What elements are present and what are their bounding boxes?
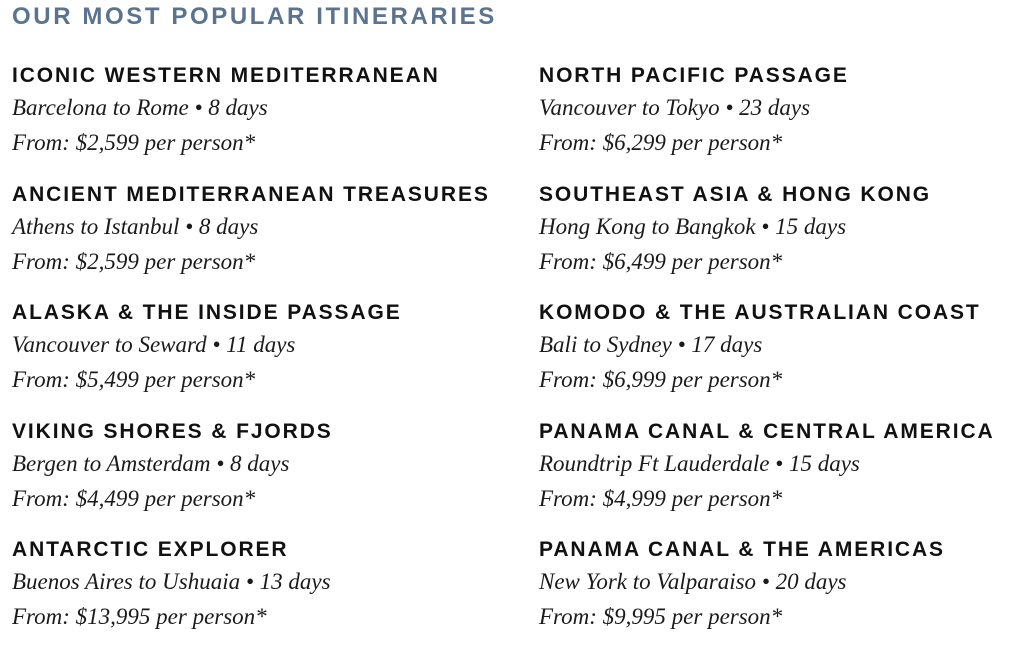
page-title: OUR MOST POPULAR ITINERARIES xyxy=(12,3,497,30)
itinerary-route: New York to Valparaiso • 20 days xyxy=(539,569,847,594)
itinerary-item: ALASKA & THE INSIDE PASSAGE Vancouver to … xyxy=(12,299,512,418)
itinerary-route: Bergen to Amsterdam • 8 days xyxy=(12,450,290,476)
itinerary-route: Athens to Istanbul • 8 days xyxy=(12,213,259,239)
itinerary-route: Buenos Aires to Ushuaia • 13 days xyxy=(12,569,331,594)
itinerary-item: SOUTHEAST ASIA & HONG KONG Hong Kong to B… xyxy=(539,181,1030,300)
itinerary-route: Roundtrip Ft Lauderdale • 15 days xyxy=(539,450,860,476)
itinerary-name: SOUTHEAST ASIA & HONG KONG xyxy=(539,182,932,206)
itinerary-item: NORTH PACIFIC PASSAGE Vancouver to Tokyo … xyxy=(539,62,1030,181)
itinerary-item: VIKING SHORES & FJORDS Bergen to Amsterda… xyxy=(12,418,512,537)
itinerary-name: PANAMA CANAL & THE AMERICAS xyxy=(539,538,945,561)
itinerary-price: From: $6,499 per person* xyxy=(539,248,783,274)
itinerary-name: VIKING SHORES & FJORDS xyxy=(12,419,333,443)
itinerary-item: ANCIENT MEDITERRANEAN TREASURES Athens to… xyxy=(12,181,512,300)
itinerary-item: ANTARCTIC EXPLORER Buenos Aires to Ushuai… xyxy=(12,536,512,655)
itinerary-item: PANAMA CANAL & THE AMERICAS New York to V… xyxy=(539,536,1030,655)
itinerary-column-right: NORTH PACIFIC PASSAGE Vancouver to Tokyo … xyxy=(539,62,1030,655)
itinerary-item: KOMODO & THE AUSTRALIAN COAST Bali to Syd… xyxy=(539,299,1030,418)
itinerary-price: From: $5,499 per person* xyxy=(12,367,256,392)
itinerary-item: PANAMA CANAL & CENTRAL AMERICA Roundtrip … xyxy=(539,418,1030,537)
itinerary-price: From: $2,599 per person* xyxy=(12,248,256,274)
itinerary-name: ALASKA & THE INSIDE PASSAGE xyxy=(12,301,402,324)
itinerary-route: Vancouver to Seward • 11 days xyxy=(12,332,296,357)
itinerary-route: Barcelona to Rome • 8 days xyxy=(12,95,268,120)
itinerary-name: NORTH PACIFIC PASSAGE xyxy=(539,64,849,87)
itinerary-price: From: $13,995 per person* xyxy=(12,604,267,629)
itinerary-name: PANAMA CANAL & CENTRAL AMERICA xyxy=(539,419,995,443)
itinerary-name: KOMODO & THE AUSTRALIAN COAST xyxy=(539,301,981,324)
itinerary-route: Bali to Sydney • 17 days xyxy=(539,332,763,357)
itinerary-route: Hong Kong to Bangkok • 15 days xyxy=(539,213,847,239)
itinerary-price: From: $4,999 per person* xyxy=(539,485,783,511)
itinerary-price: From: $6,999 per person* xyxy=(539,367,783,392)
itinerary-name: ICONIC WESTERN MEDITERRANEAN xyxy=(12,64,440,87)
itinerary-price: From: $9,995 per person* xyxy=(539,604,783,629)
itinerary-name: ANTARCTIC EXPLORER xyxy=(12,538,289,561)
itinerary-price: From: $4,499 per person* xyxy=(12,485,256,511)
itinerary-column-left: ICONIC WESTERN MEDITERRANEAN Barcelona to… xyxy=(12,62,512,655)
itinerary-route: Vancouver to Tokyo • 23 days xyxy=(539,95,811,120)
itinerary-item: ICONIC WESTERN MEDITERRANEAN Barcelona to… xyxy=(12,62,512,181)
itinerary-price: From: $2,599 per person* xyxy=(12,130,256,155)
itinerary-price: From: $6,299 per person* xyxy=(539,130,783,155)
itinerary-name: ANCIENT MEDITERRANEAN TREASURES xyxy=(12,182,490,206)
